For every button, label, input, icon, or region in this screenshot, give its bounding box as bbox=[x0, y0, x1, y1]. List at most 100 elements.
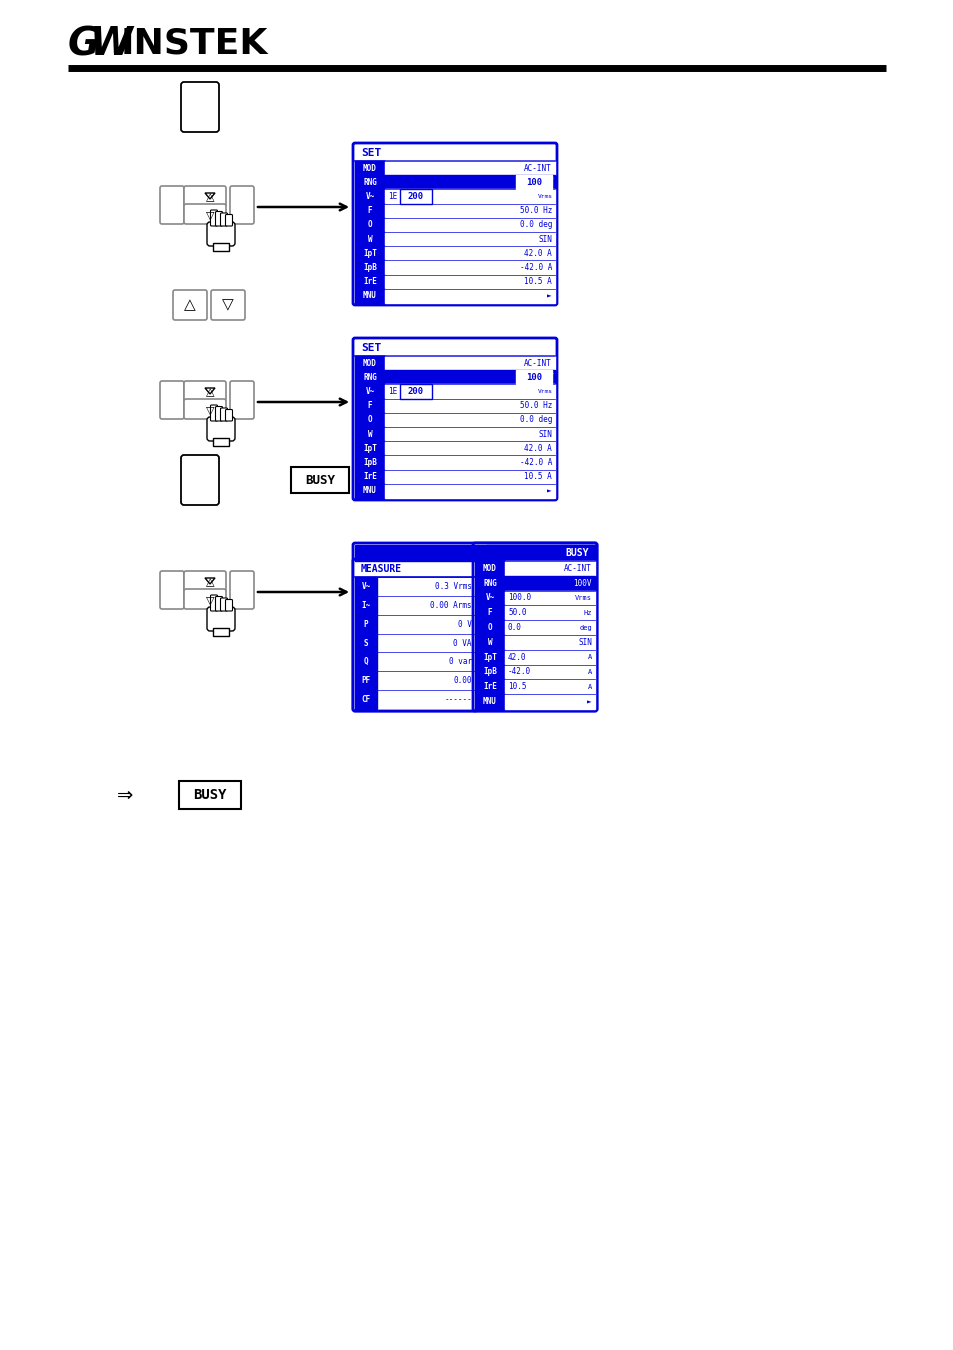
Bar bbox=[355, 690, 376, 709]
Text: 1E: 1E bbox=[388, 192, 396, 201]
Text: Q: Q bbox=[363, 657, 368, 667]
Text: 10.5 A: 10.5 A bbox=[524, 277, 552, 286]
Bar bbox=[475, 562, 504, 576]
Bar bbox=[355, 274, 385, 289]
Text: W: W bbox=[487, 639, 492, 647]
Bar bbox=[355, 413, 385, 427]
Text: Vrms: Vrms bbox=[575, 595, 592, 601]
Bar bbox=[385, 398, 555, 413]
Text: IpB: IpB bbox=[363, 263, 376, 271]
Bar bbox=[475, 590, 504, 605]
Bar bbox=[213, 243, 229, 251]
Bar bbox=[355, 189, 385, 204]
FancyBboxPatch shape bbox=[473, 543, 597, 711]
Text: A: A bbox=[587, 670, 592, 675]
Text: MOD: MOD bbox=[363, 359, 376, 367]
FancyBboxPatch shape bbox=[160, 186, 184, 224]
Text: △: △ bbox=[206, 387, 214, 397]
Text: deg: deg bbox=[578, 625, 592, 630]
Bar bbox=[355, 289, 385, 302]
Bar bbox=[355, 545, 595, 562]
Bar bbox=[475, 605, 504, 620]
Bar bbox=[475, 694, 504, 709]
Bar bbox=[475, 649, 504, 664]
FancyBboxPatch shape bbox=[181, 82, 219, 132]
Bar bbox=[355, 652, 376, 671]
Bar bbox=[385, 455, 555, 470]
Bar bbox=[475, 679, 504, 694]
Bar bbox=[504, 562, 595, 576]
Bar bbox=[355, 633, 376, 652]
FancyBboxPatch shape bbox=[211, 405, 217, 421]
Text: AC-INT: AC-INT bbox=[524, 359, 552, 367]
Text: RNG: RNG bbox=[363, 178, 376, 186]
FancyBboxPatch shape bbox=[207, 221, 234, 246]
Polygon shape bbox=[205, 193, 214, 198]
Text: MNU: MNU bbox=[482, 697, 497, 706]
Text: F: F bbox=[487, 609, 492, 617]
Bar bbox=[213, 628, 229, 636]
Bar bbox=[355, 261, 385, 274]
Text: AC-INT: AC-INT bbox=[563, 564, 592, 572]
Text: IpB: IpB bbox=[363, 458, 376, 467]
Text: ▽: ▽ bbox=[206, 595, 214, 605]
Text: RNG: RNG bbox=[482, 579, 497, 587]
Text: 200: 200 bbox=[408, 387, 424, 396]
FancyBboxPatch shape bbox=[353, 143, 557, 305]
Text: A: A bbox=[587, 684, 592, 690]
Text: △: △ bbox=[184, 297, 195, 312]
FancyBboxPatch shape bbox=[211, 211, 217, 225]
Bar bbox=[475, 634, 504, 649]
Text: 100: 100 bbox=[525, 178, 541, 186]
FancyBboxPatch shape bbox=[220, 598, 227, 612]
Text: SIN: SIN bbox=[578, 639, 592, 647]
Bar bbox=[504, 576, 595, 590]
Polygon shape bbox=[205, 387, 214, 394]
FancyBboxPatch shape bbox=[184, 186, 226, 207]
Bar bbox=[355, 217, 385, 232]
Bar bbox=[504, 679, 595, 694]
FancyBboxPatch shape bbox=[230, 186, 253, 224]
Text: MOD: MOD bbox=[363, 163, 376, 173]
Text: V~: V~ bbox=[361, 582, 370, 591]
Bar bbox=[355, 483, 385, 498]
Text: 0.0 deg: 0.0 deg bbox=[519, 220, 552, 230]
Bar bbox=[355, 441, 385, 455]
Bar bbox=[385, 483, 555, 498]
Bar bbox=[475, 664, 504, 679]
FancyBboxPatch shape bbox=[353, 543, 597, 711]
FancyBboxPatch shape bbox=[215, 406, 222, 421]
Text: ⇒: ⇒ bbox=[116, 786, 133, 805]
FancyBboxPatch shape bbox=[220, 408, 227, 421]
Text: 10.5: 10.5 bbox=[507, 682, 526, 691]
Text: PF: PF bbox=[361, 676, 370, 686]
Text: 1E: 1E bbox=[388, 387, 396, 396]
Text: IpB: IpB bbox=[482, 667, 497, 676]
Text: 50.0 Hz: 50.0 Hz bbox=[519, 401, 552, 410]
Text: △: △ bbox=[206, 576, 214, 587]
Text: V~: V~ bbox=[365, 192, 375, 201]
Text: IrE: IrE bbox=[363, 472, 376, 481]
Bar bbox=[355, 398, 385, 413]
Text: W: W bbox=[367, 235, 372, 243]
FancyBboxPatch shape bbox=[353, 559, 476, 711]
Text: V: V bbox=[548, 178, 553, 186]
Bar bbox=[385, 441, 555, 455]
Bar bbox=[475, 576, 504, 590]
Text: F: F bbox=[367, 401, 372, 410]
Text: 0.3 Vrms: 0.3 Vrms bbox=[435, 582, 472, 591]
Bar bbox=[504, 664, 595, 679]
Text: V~: V~ bbox=[365, 387, 375, 396]
Text: SIN: SIN bbox=[537, 429, 552, 439]
FancyBboxPatch shape bbox=[207, 608, 234, 630]
Text: MEASURE: MEASURE bbox=[360, 564, 402, 574]
Polygon shape bbox=[205, 578, 214, 585]
Text: W: W bbox=[367, 429, 372, 439]
Bar bbox=[385, 232, 555, 246]
Text: Vrms: Vrms bbox=[537, 194, 553, 198]
FancyBboxPatch shape bbox=[220, 213, 227, 225]
Bar bbox=[504, 620, 595, 634]
Text: IpT: IpT bbox=[482, 652, 497, 662]
Bar bbox=[355, 370, 385, 385]
FancyBboxPatch shape bbox=[160, 381, 184, 418]
